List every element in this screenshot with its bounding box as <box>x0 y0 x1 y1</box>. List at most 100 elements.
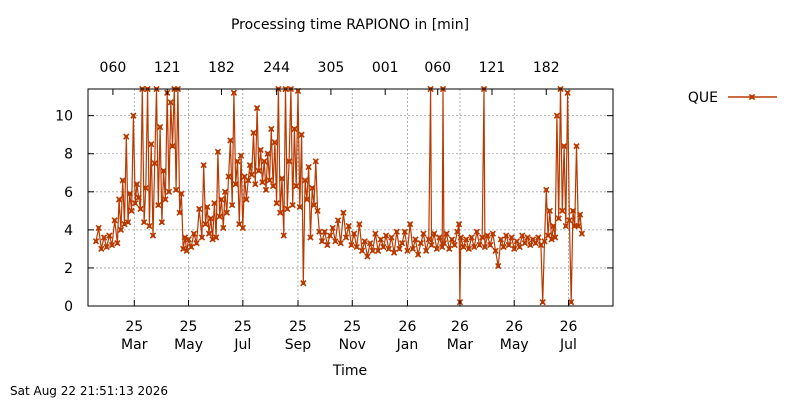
data-point <box>142 184 150 192</box>
data-point <box>124 219 132 226</box>
data-point <box>356 220 363 228</box>
data-point <box>268 125 275 133</box>
data-point <box>519 232 526 239</box>
data-point <box>417 240 424 247</box>
data-point <box>527 241 534 249</box>
data-point <box>309 184 316 192</box>
data-point <box>291 125 298 133</box>
x2-tick-label: 060 <box>424 60 451 76</box>
data-point <box>172 186 180 194</box>
data-point <box>388 234 395 241</box>
data-point <box>401 228 408 235</box>
data-point <box>340 209 347 216</box>
data-point <box>372 230 379 237</box>
x-tick-label-month: Mar <box>447 337 474 353</box>
data-point <box>121 220 128 228</box>
data-point <box>232 181 239 188</box>
data-point <box>130 112 137 119</box>
data-point <box>425 236 432 243</box>
data-point <box>566 217 573 224</box>
data-point <box>212 234 220 241</box>
data-point <box>259 179 266 186</box>
data-point <box>377 236 384 243</box>
data-point <box>334 217 342 224</box>
data-point <box>505 241 513 249</box>
data-point <box>318 238 326 245</box>
data-point <box>158 219 166 226</box>
data-point <box>576 211 584 218</box>
data-point <box>289 201 296 209</box>
x-tick-label-month: Jul <box>559 337 577 353</box>
data-point <box>239 224 246 232</box>
data-point <box>310 201 318 209</box>
data-point <box>487 241 494 249</box>
data-point <box>535 234 542 241</box>
data-point <box>162 196 169 203</box>
data-point <box>237 152 245 159</box>
data-point <box>135 194 142 201</box>
data-point <box>479 234 486 241</box>
data-point <box>280 232 287 239</box>
x-tick-label-day: 25 <box>234 319 252 335</box>
data-point <box>207 215 214 222</box>
x2-tick-label: 001 <box>372 60 399 76</box>
x2-tick-label: 305 <box>318 60 345 76</box>
data-point <box>245 177 252 184</box>
data-point <box>273 200 280 207</box>
x2-tick-label: 182 <box>208 60 235 76</box>
data-point <box>326 232 334 239</box>
data-point <box>298 131 305 138</box>
data-point <box>436 234 443 241</box>
data-point <box>250 129 257 136</box>
data-point <box>293 182 300 190</box>
data-point <box>119 177 126 184</box>
data-point <box>532 240 539 247</box>
data-point <box>513 238 521 245</box>
data-point <box>307 234 314 241</box>
data-point <box>345 222 352 230</box>
data-point <box>457 234 465 241</box>
data-point <box>438 243 446 251</box>
legend-label: QUE <box>688 90 718 106</box>
data-point <box>211 200 218 207</box>
data-point <box>468 234 475 241</box>
data-point <box>100 234 108 241</box>
x-tick-label-day: 26 <box>451 319 469 335</box>
data-point <box>220 224 227 232</box>
data-point <box>228 201 236 209</box>
data-point <box>180 245 187 253</box>
data-point <box>316 228 323 235</box>
y-tick-label: 10 <box>55 109 73 125</box>
data-point <box>440 240 448 247</box>
data-point <box>296 203 303 211</box>
data-point <box>223 209 230 216</box>
x2-tick-label: 121 <box>479 60 506 76</box>
data-point <box>511 245 518 253</box>
data-point <box>305 163 312 171</box>
y-tick-label: 4 <box>64 223 73 239</box>
x-axis-label: Time <box>332 363 367 379</box>
data-point <box>262 186 270 194</box>
data-point <box>95 224 102 232</box>
data-point <box>200 161 207 169</box>
data-point <box>568 299 575 306</box>
y-tick-label: 2 <box>64 261 73 277</box>
data-point <box>473 228 481 235</box>
plot-frame <box>87 88 614 307</box>
data-point <box>117 226 125 234</box>
data-point <box>221 188 229 195</box>
data-point <box>555 215 562 222</box>
data-point <box>314 207 321 214</box>
data-point <box>167 99 174 106</box>
data-point <box>550 222 557 230</box>
data-point <box>516 243 523 251</box>
data-point <box>252 181 259 188</box>
data-point <box>248 171 255 178</box>
data-point <box>227 137 234 144</box>
x2-tick-label: 060 <box>100 60 127 76</box>
data-point <box>337 240 344 247</box>
x-tick-label-month: May <box>174 337 203 353</box>
data-point <box>422 247 430 254</box>
data-point <box>165 188 173 195</box>
